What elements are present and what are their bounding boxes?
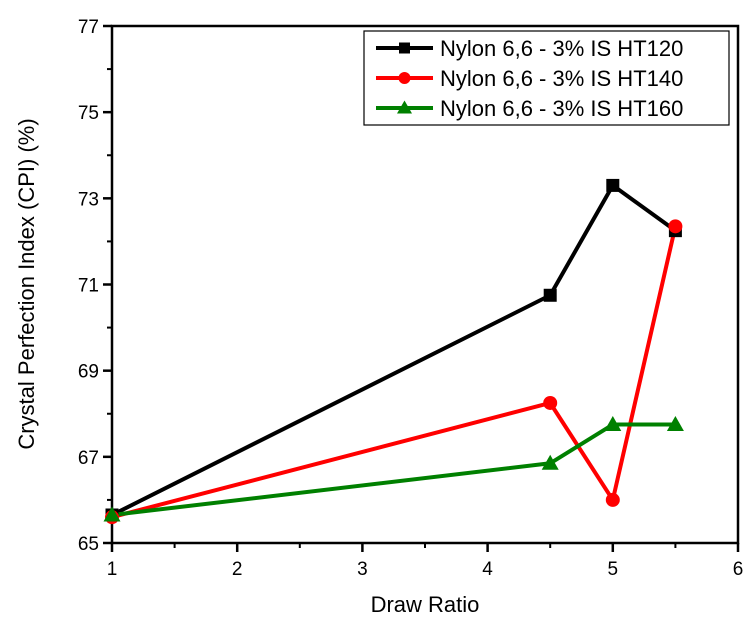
square-marker: [399, 42, 410, 54]
series-lines: [111, 183, 678, 520]
legend: Nylon 6,6 - 3% IS HT120 Nylon 6,6 - 3% IS…: [363, 30, 730, 126]
circle-marker: [605, 492, 620, 507]
legend-label: Nylon 6,6 - 3% IS HT140: [440, 66, 683, 91]
y-tick-label: 71: [78, 276, 99, 297]
square-marker: [543, 288, 557, 302]
y-axis-label: Crystal Perfection Index (CPI) (%): [14, 118, 39, 449]
legend-item-2: Nylon 6,6 - 3% IS HT160: [376, 96, 683, 121]
series-markers-2: [103, 416, 684, 522]
triangle-marker: [604, 416, 622, 432]
legend-label: Nylon 6,6 - 3% IS HT120: [440, 36, 683, 61]
y-tick-label: 75: [78, 103, 99, 124]
circle-marker: [668, 219, 683, 234]
y-tick-labels: 65 67 69 71 73 75 77: [78, 17, 99, 555]
x-tick-labels: 1 2 3 4 5 6: [107, 559, 744, 580]
x-tick-label: 1: [107, 559, 118, 580]
x-tick-label: 4: [482, 559, 493, 580]
legend-item-0: Nylon 6,6 - 3% IS HT120: [376, 36, 683, 61]
triangle-marker: [666, 416, 684, 432]
square-marker: [606, 178, 620, 192]
y-tick-label: 77: [78, 17, 99, 38]
legend-item-1: Nylon 6,6 - 3% IS HT140: [376, 66, 683, 91]
x-tick-label: 2: [232, 559, 243, 580]
circle-marker: [543, 395, 558, 410]
triangle-marker: [103, 506, 121, 522]
y-tick-label: 67: [78, 448, 99, 469]
y-tick-label: 65: [78, 534, 99, 555]
legend-label: Nylon 6,6 - 3% IS HT160: [440, 96, 683, 121]
triangle-marker: [397, 100, 412, 114]
axis-ticks: [103, 24, 740, 552]
x-axis-label: Draw Ratio: [371, 592, 480, 617]
y-tick-label: 69: [78, 362, 99, 383]
triangle-marker: [541, 454, 559, 470]
y-tick-label: 73: [78, 189, 99, 210]
circle-marker: [398, 72, 411, 84]
series-line-1: [111, 225, 678, 520]
series-line-2: [111, 422, 676, 517]
x-tick-label: 6: [733, 559, 744, 580]
x-tick-label: 5: [608, 559, 619, 580]
x-tick-label: 3: [357, 559, 368, 580]
series-markers: [103, 178, 684, 525]
series-line-0: [111, 183, 677, 517]
